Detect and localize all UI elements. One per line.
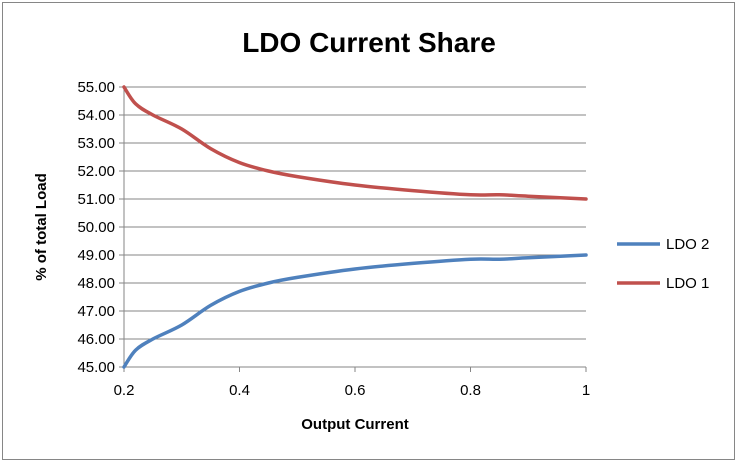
y-tick-label: 54.00 [77, 107, 115, 124]
x-tick-label: 0.8 [460, 382, 481, 399]
y-tick-label: 55.00 [77, 79, 115, 96]
series-lines [122, 85, 588, 369]
x-tick-label: 0.4 [229, 382, 250, 399]
y-tick-label: 45.00 [77, 359, 115, 376]
y-tick-label: 47.00 [77, 303, 115, 320]
legend-label-ldo-1: LDO 1 [666, 275, 709, 292]
y-axis-ticks: 45.00 46.00 47.00 48.00 49.00 50.00 51.00 52.00… [77, 79, 124, 376]
legend-label-ldo-2: LDO 2 [666, 236, 709, 253]
y-axis-label: % of total Load [33, 173, 50, 281]
y-tick-label: 49.00 [77, 247, 115, 264]
x-tick-label: 0.2 [114, 382, 135, 399]
legend: LDO 2 LDO 1 [617, 236, 709, 292]
x-tick-label: 0.6 [345, 382, 366, 399]
series-line-ldo-1 [122, 85, 588, 201]
y-tick-label: 46.00 [77, 331, 115, 348]
gridlines [124, 86, 586, 340]
chart-title: LDO Current Share [242, 27, 496, 58]
series-line-ldo-2 [122, 253, 588, 369]
y-tick-label: 51.00 [77, 191, 115, 208]
x-axis-label: Output Current [301, 416, 408, 433]
y-tick-label: 53.00 [77, 135, 115, 152]
y-tick-label: 48.00 [77, 275, 115, 292]
x-tick-label: 1 [582, 382, 590, 399]
x-axis-ticks: 0.2 0.4 0.6 0.8 1 [114, 367, 590, 399]
y-tick-label: 50.00 [77, 219, 115, 236]
y-tick-label: 52.00 [77, 163, 115, 180]
